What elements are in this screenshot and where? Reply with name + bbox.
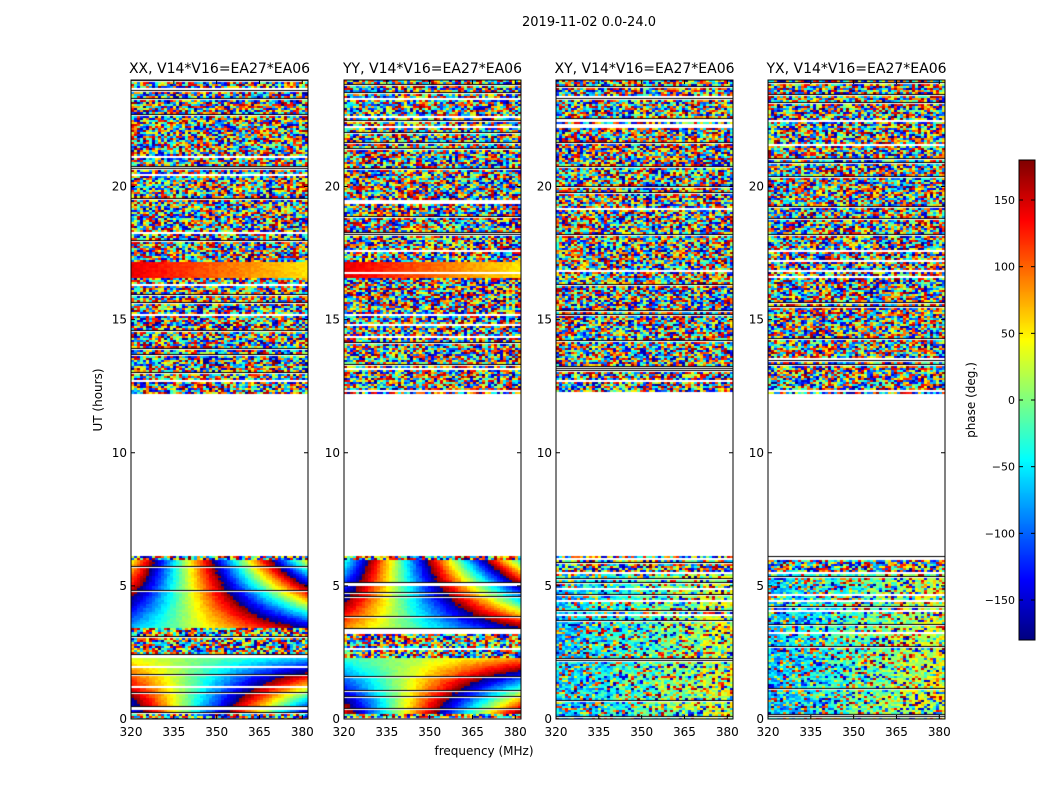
y-tick-label: 0: [544, 712, 552, 726]
y-tick-label: 5: [332, 579, 340, 593]
y-tick-label: 20: [537, 180, 552, 194]
colorbar-tick-label: 100: [994, 261, 1015, 274]
panel-2: XY, V14*V16=EA27*EA06 320 335 350 365 380 0 5 10…: [537, 61, 739, 739]
panel-3: YX, V14*V16=EA27*EA06 320 335 350 365 380 0 5 10…: [749, 61, 951, 739]
x-tick-label: 335: [375, 725, 398, 739]
x-tick-label: 320: [545, 725, 568, 739]
panel-title: XY, V14*V16=EA27*EA06: [554, 61, 734, 77]
x-tick-label: 320: [120, 725, 143, 739]
x-tick-label: 350: [630, 725, 653, 739]
x-tick-label: 380: [504, 725, 527, 739]
colorbar-tick-label: 150: [994, 194, 1015, 207]
x-tick-label: 335: [799, 725, 822, 739]
y-tick-label: 5: [756, 579, 764, 593]
y-tick-label: 15: [112, 313, 127, 327]
x-tick-label: 350: [842, 725, 865, 739]
colorbar-gradient: [1019, 160, 1035, 640]
colorbar-tick-label: 50: [1001, 327, 1015, 340]
panel-1: YY, V14*V16=EA27*EA06 320 335 350 365 380 0 5 10…: [325, 61, 527, 739]
x-tick-label: 365: [248, 725, 271, 739]
x-tick-label: 350: [418, 725, 441, 739]
x-tick-label: 365: [673, 725, 696, 739]
x-tick-label: 335: [587, 725, 610, 739]
x-tick-label: 320: [333, 725, 356, 739]
panel-frame: [343, 79, 522, 720]
y-tick-label: 20: [112, 180, 127, 194]
y-tick-label: 10: [112, 446, 127, 460]
colorbar-tick-label: −150: [985, 594, 1015, 607]
panel-frame: [130, 79, 309, 720]
x-tick-label: 365: [885, 725, 908, 739]
colorbar-tick-label: 0: [1008, 394, 1015, 407]
y-tick-label: 0: [332, 712, 340, 726]
y-tick-label: 15: [749, 313, 764, 327]
y-tick-label: 15: [537, 313, 552, 327]
panel-title: YY, V14*V16=EA27*EA06: [342, 61, 522, 77]
x-tick-label: 335: [162, 725, 185, 739]
y-tick-label: 10: [749, 446, 764, 460]
panel-title: YX, V14*V16=EA27*EA06: [765, 61, 946, 77]
panels: XX, V14*V16=EA27*EA06 320 335 350 365 380 0 5 10…: [112, 61, 951, 739]
colorbar-tick-label: −100: [985, 527, 1015, 540]
y-axis-label: UT (hours): [91, 368, 105, 431]
phase-heatmap: [344, 80, 521, 719]
colorbar-tick-label: −50: [992, 461, 1015, 474]
x-axis-label: frequency (MHz): [434, 744, 533, 758]
y-tick-label: 20: [325, 180, 340, 194]
figure-suptitle: 2019-11-02 0.0-24.0: [522, 15, 656, 30]
x-tick-label: 380: [291, 725, 314, 739]
phase-heatmap: [131, 80, 308, 719]
y-tick-label: 10: [537, 446, 552, 460]
x-tick-label: 350: [205, 725, 228, 739]
phase-heatmap: [556, 80, 733, 719]
x-tick-label: 365: [461, 725, 484, 739]
colorbar-label: phase (deg.): [964, 362, 978, 438]
y-tick-label: 5: [544, 579, 552, 593]
y-tick-label: 0: [756, 712, 764, 726]
y-tick-label: 20: [749, 180, 764, 194]
phase-heatmap: [768, 80, 945, 719]
y-tick-label: 10: [325, 446, 340, 460]
y-tick-label: 5: [119, 579, 127, 593]
panel-frame: [767, 79, 946, 720]
y-tick-label: 0: [119, 712, 127, 726]
panel-title: XX, V14*V16=EA27*EA06: [129, 61, 310, 77]
panel-0: XX, V14*V16=EA27*EA06 320 335 350 365 380 0 5 10…: [112, 61, 314, 739]
x-tick-label: 380: [928, 725, 951, 739]
colorbar: 150 100 50 0 −50 −100 −150 phase (deg.): [964, 159, 1036, 641]
x-tick-label: 380: [716, 725, 739, 739]
y-tick-label: 15: [325, 313, 340, 327]
panel-frame: [555, 79, 734, 720]
x-tick-label: 320: [757, 725, 780, 739]
